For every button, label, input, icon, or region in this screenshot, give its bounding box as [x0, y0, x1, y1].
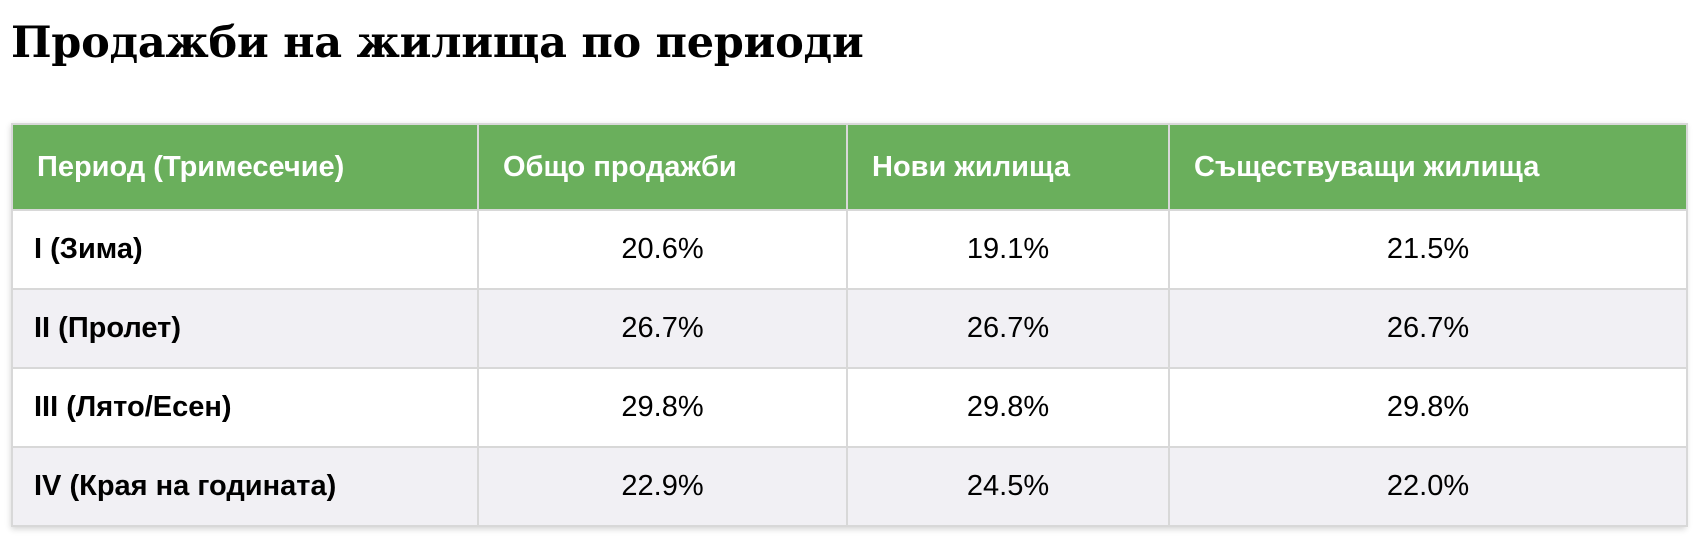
- column-header-period: Период (Тримесечие): [11, 123, 479, 211]
- total-sales-cell: 29.8%: [477, 367, 848, 448]
- period-cell: III (Лято/Есен): [11, 367, 479, 448]
- table-row: III (Лято/Есен) 29.8% 29.8% 29.8%: [11, 367, 1688, 448]
- existing-homes-cell: 21.5%: [1168, 209, 1688, 290]
- existing-homes-cell: 29.8%: [1168, 367, 1688, 448]
- period-cell: I (Зима): [11, 209, 479, 290]
- total-sales-cell: 20.6%: [477, 209, 848, 290]
- table-row: IV (Края на годината) 22.9% 24.5% 22.0%: [11, 446, 1688, 527]
- sales-table: Период (Тримесечие) Общо продажби Нови ж…: [11, 123, 1688, 527]
- table-body: I (Зима) 20.6% 19.1% 21.5% II (Пролет) 2…: [11, 209, 1688, 527]
- new-homes-cell: 26.7%: [846, 288, 1170, 369]
- column-header-total-sales: Общо продажби: [477, 123, 848, 211]
- page-title: Продажби на жилища по периоди: [11, 18, 864, 68]
- period-cell: II (Пролет): [11, 288, 479, 369]
- column-header-new-homes: Нови жилища: [846, 123, 1170, 211]
- table-header: Период (Тримесечие) Общо продажби Нови ж…: [11, 123, 1688, 211]
- new-homes-cell: 24.5%: [846, 446, 1170, 527]
- new-homes-cell: 29.8%: [846, 367, 1170, 448]
- total-sales-cell: 26.7%: [477, 288, 848, 369]
- sales-table-container: Период (Тримесечие) Общо продажби Нови ж…: [11, 123, 1688, 527]
- existing-homes-cell: 26.7%: [1168, 288, 1688, 369]
- column-header-existing-homes: Съществуващи жилища: [1168, 123, 1688, 211]
- table-row: II (Пролет) 26.7% 26.7% 26.7%: [11, 288, 1688, 369]
- total-sales-cell: 22.9%: [477, 446, 848, 527]
- new-homes-cell: 19.1%: [846, 209, 1170, 290]
- table-row: I (Зима) 20.6% 19.1% 21.5%: [11, 209, 1688, 290]
- header-row: Период (Тримесечие) Общо продажби Нови ж…: [11, 123, 1688, 211]
- existing-homes-cell: 22.0%: [1168, 446, 1688, 527]
- period-cell: IV (Края на годината): [11, 446, 479, 527]
